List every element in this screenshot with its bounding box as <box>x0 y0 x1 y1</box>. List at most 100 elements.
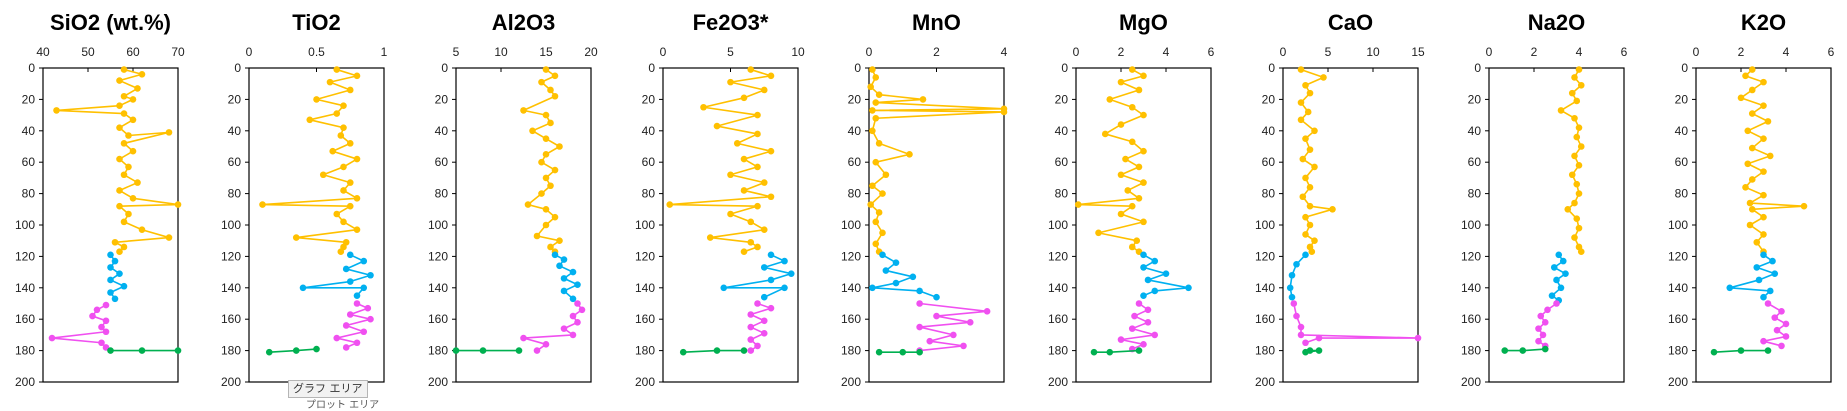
data-point <box>333 334 341 342</box>
data-point <box>767 276 775 284</box>
data-point <box>767 72 775 80</box>
data-point <box>767 147 775 155</box>
chart-title: K2O <box>1741 10 1786 35</box>
data-point <box>1760 213 1767 221</box>
data-point <box>1074 201 1082 208</box>
data-point <box>872 158 880 166</box>
data-point <box>551 92 559 100</box>
data-point <box>120 110 128 117</box>
y-tick-label: 20 <box>435 92 449 106</box>
data-point <box>919 96 927 103</box>
data-point <box>875 91 883 98</box>
chart-title: TiO2 <box>292 10 341 35</box>
data-point <box>551 166 559 174</box>
y-tick-label: 40 <box>848 124 862 138</box>
data-point <box>1577 81 1585 89</box>
data-point <box>760 293 768 301</box>
data-point <box>1748 110 1756 117</box>
data-point <box>120 218 128 226</box>
data-point <box>882 267 890 274</box>
data-point <box>1742 184 1749 191</box>
data-point <box>125 163 132 171</box>
data-point <box>1304 108 1312 116</box>
data-point <box>533 232 541 240</box>
data-point <box>1140 72 1147 80</box>
data-point <box>524 201 532 208</box>
data-point <box>337 132 345 139</box>
data-point <box>346 202 354 210</box>
data-point <box>872 74 880 81</box>
x-tick-label: 10 <box>1366 45 1380 59</box>
data-point <box>747 238 755 246</box>
data-point <box>102 328 110 336</box>
y-tick-label: 40 <box>1262 124 1276 138</box>
data-point <box>551 72 559 80</box>
data-point <box>1571 199 1578 207</box>
y-tick-label: 160 <box>428 312 448 326</box>
data-point <box>107 347 114 354</box>
data-point <box>754 111 761 119</box>
x-tick-label: 0 <box>866 45 873 59</box>
data-point <box>1293 312 1300 320</box>
plot-frame <box>42 67 179 383</box>
data-point <box>1559 257 1567 265</box>
data-point <box>1766 287 1774 295</box>
chart-title: CaO <box>1328 10 1373 35</box>
data-point <box>754 300 761 307</box>
data-point <box>706 234 714 241</box>
x-tick-label: 6 <box>1621 45 1628 59</box>
data-point <box>1748 206 1756 213</box>
data-point <box>933 293 940 301</box>
x-tick-label: 0 <box>1280 45 1287 59</box>
data-point <box>313 345 320 353</box>
data-point <box>1286 284 1294 292</box>
data-point <box>1135 195 1143 202</box>
data-point <box>740 248 748 255</box>
data-point <box>116 187 123 194</box>
data-point <box>1573 133 1581 141</box>
data-point <box>879 251 886 259</box>
data-point <box>1755 276 1763 284</box>
series-line <box>1560 69 1583 253</box>
x-tick-label: 0 <box>1073 45 1080 59</box>
data-point <box>916 300 923 307</box>
data-point <box>892 279 900 287</box>
data-point <box>1414 334 1422 342</box>
y-tick-label: 40 <box>642 124 656 138</box>
y-tick-label: 200 <box>841 375 861 389</box>
data-point <box>346 140 354 147</box>
data-point <box>129 195 137 202</box>
data-point <box>1778 342 1785 350</box>
x-tick-label: 0 <box>1486 45 1493 59</box>
data-point <box>872 218 880 226</box>
data-point <box>120 171 128 179</box>
series-line <box>722 254 793 298</box>
data-point <box>333 210 341 218</box>
data-point <box>111 295 119 303</box>
data-point <box>899 348 907 356</box>
data-point <box>299 284 307 292</box>
data-point <box>102 317 110 325</box>
data-point <box>329 147 337 155</box>
y-tick-label: 80 <box>1262 187 1276 201</box>
x-tick-label: 6 <box>1828 45 1835 59</box>
data-point <box>882 171 890 179</box>
y-tick-label: 60 <box>1468 155 1482 169</box>
data-point <box>538 158 545 166</box>
data-point <box>872 114 880 122</box>
data-point <box>1288 271 1296 279</box>
data-point <box>700 103 707 111</box>
data-point <box>1117 121 1125 128</box>
data-point <box>542 66 550 73</box>
data-point <box>1302 348 1309 356</box>
data-point <box>569 268 577 276</box>
data-point <box>337 248 345 255</box>
data-point <box>1537 312 1545 320</box>
data-point <box>1562 270 1569 277</box>
data-point <box>1773 326 1781 334</box>
y-tick-label: 0 <box>1061 61 1068 75</box>
data-point <box>1519 347 1527 354</box>
data-point <box>538 78 545 86</box>
data-point <box>879 190 886 197</box>
